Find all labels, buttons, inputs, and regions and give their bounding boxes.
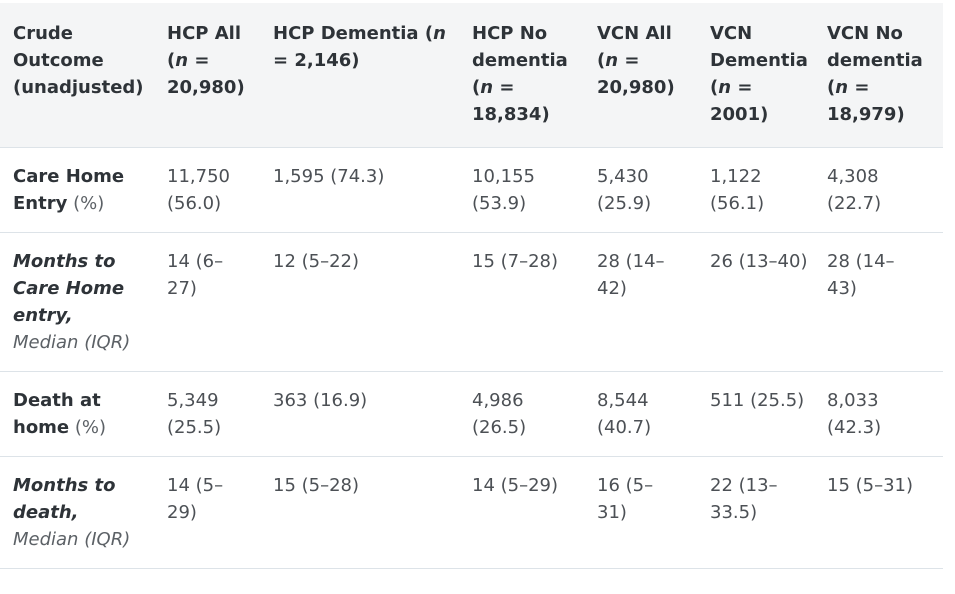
table-cell: 363 (16.9): [273, 371, 472, 457]
row-death-at-home: Death at home (%) 5,349 (25.5) 363 (16.9…: [0, 371, 943, 457]
table-cell: 5,349 (25.5): [167, 371, 273, 457]
table-cell: 16 (5– 31): [597, 456, 710, 569]
n-symbol: n: [433, 23, 446, 44]
cell-value: 28 (14– 43): [827, 251, 895, 299]
row-label-note: Median (IQR): [13, 529, 131, 550]
table-cell: 11,750 (56.0): [167, 147, 273, 233]
table-cell: 511 (25.5): [710, 371, 827, 457]
cell-value: 22 (13– 33.5): [710, 475, 778, 523]
cell-value: 5,430 (25.9): [597, 166, 652, 214]
column-header-text: HCP All: [167, 23, 242, 44]
table-cell: 14 (5– 29): [167, 456, 273, 569]
column-header-vcn-dementia: VCN Dementia (n = 2001): [710, 3, 827, 148]
cell-value: 4,986 (26.5): [472, 390, 527, 438]
row-label-text: Care Home Entry: [13, 166, 125, 214]
column-header-text: VCN No dementia: [827, 23, 923, 71]
table-cell: 14 (6– 27): [167, 232, 273, 372]
column-header-text: HCP No dementia: [472, 23, 568, 71]
cell-value: 511 (25.5): [710, 390, 805, 411]
cell-value: 10,155 (53.9): [472, 166, 535, 214]
table-cell: 12 (5–22): [273, 232, 472, 372]
sample-size: (n = 2001): [710, 77, 769, 125]
table-cell: 14 (5–29): [472, 456, 597, 569]
sample-size: (n = 18,834): [472, 77, 550, 125]
column-header-hcp-dementia: HCP Dementia (n = 2,146): [273, 3, 472, 148]
row-label: Months to Care Home entry, Median (IQR): [0, 232, 167, 372]
table-cell: 1,595 (74.3): [273, 147, 472, 233]
table-cell: 8,544 (40.7): [597, 371, 710, 457]
header-row: Crude Outcome (unadjusted) HCP All (n = …: [0, 3, 943, 148]
column-header-hcp-no-dementia: HCP No dementia (n = 18,834): [472, 3, 597, 148]
row-label-text: Months to death,: [13, 475, 116, 523]
cell-value: 5,349 (25.5): [167, 390, 222, 438]
cell-value: 8,033 (42.3): [827, 390, 882, 438]
cell-value: 28 (14– 42): [597, 251, 665, 299]
cell-value: 363 (16.9): [273, 390, 368, 411]
row-label: Care Home Entry (%): [0, 147, 167, 233]
table-cell: 22 (13– 33.5): [710, 456, 827, 569]
table-cell: 4,986 (26.5): [472, 371, 597, 457]
n-symbol: n: [480, 77, 494, 98]
cell-value: 15 (5–28): [273, 475, 360, 496]
cell-value: 15 (7–28): [472, 251, 559, 272]
cell-value: 14 (6– 27): [167, 251, 224, 299]
column-header-outcome: Crude Outcome (unadjusted): [0, 3, 167, 148]
cell-value: 15 (5–31): [827, 475, 914, 496]
n-symbol: n: [605, 50, 619, 71]
column-header-text: VCN Dementia: [710, 23, 808, 71]
cell-value: 14 (5– 29): [167, 475, 224, 523]
cell-value: 1,122 (56.1): [710, 166, 765, 214]
table-cell: 15 (5–31): [827, 456, 943, 569]
row-label: Months to death, Median (IQR): [0, 456, 167, 569]
sample-size: (n = 20,980): [167, 50, 245, 98]
table-cell: 15 (7–28): [472, 232, 597, 372]
table-cell: 5,430 (25.9): [597, 147, 710, 233]
row-label-note: Median (IQR): [13, 332, 131, 353]
table-cell: 28 (14– 42): [597, 232, 710, 372]
table-cell: 28 (14– 43): [827, 232, 943, 372]
sample-size: (n = 20,980): [597, 50, 675, 98]
column-header-vcn-all: VCN All (n = 20,980): [597, 3, 710, 148]
n-symbol: n: [718, 77, 732, 98]
column-header-text: VCN All: [597, 23, 672, 44]
cell-value: 4,308 (22.7): [827, 166, 882, 214]
column-header-vcn-no-dementia: VCN No dementia (n = 18,979): [827, 3, 943, 148]
cell-value: 16 (5– 31): [597, 475, 654, 523]
column-header-text: HCP Dementia: [273, 23, 419, 44]
sample-size: (n = 18,979): [827, 77, 905, 125]
cell-value: 11,750 (56.0): [167, 166, 230, 214]
table-cell: 10,155 (53.9): [472, 147, 597, 233]
table-cell: 8,033 (42.3): [827, 371, 943, 457]
row-label-text: Months to Care Home entry,: [13, 251, 125, 326]
table-cell: 15 (5–28): [273, 456, 472, 569]
row-label-note: (%): [73, 193, 105, 214]
row-months-to-care-home-entry: Months to Care Home entry, Median (IQR) …: [0, 232, 943, 372]
column-header-hcp-all: HCP All (n = 20,980): [167, 3, 273, 148]
row-label-text: Death at home: [13, 390, 101, 438]
cell-value: 14 (5–29): [472, 475, 559, 496]
column-header-text: Crude Outcome (unadjusted): [13, 23, 144, 98]
table-cell: 1,122 (56.1): [710, 147, 827, 233]
row-months-to-death: Months to death, Median (IQR) 14 (5– 29)…: [0, 456, 943, 569]
n-symbol: n: [175, 50, 189, 71]
row-label-note: (%): [74, 417, 107, 438]
cell-value: 1,595 (74.3): [273, 166, 385, 187]
table-cell: 4,308 (22.7): [827, 147, 943, 233]
cell-value: 26 (13–40): [710, 251, 808, 272]
cell-value: 8,544 (40.7): [597, 390, 652, 438]
cell-value: 12 (5–22): [273, 251, 360, 272]
row-label: Death at home (%): [0, 371, 167, 457]
row-care-home-entry: Care Home Entry (%) 11,750 (56.0) 1,595 …: [0, 147, 943, 233]
crude-outcomes-table: Crude Outcome (unadjusted) HCP All (n = …: [0, 3, 943, 569]
table-cell: 26 (13–40): [710, 232, 827, 372]
sample-size: (n = 2,146): [273, 23, 446, 71]
n-symbol: n: [835, 77, 849, 98]
